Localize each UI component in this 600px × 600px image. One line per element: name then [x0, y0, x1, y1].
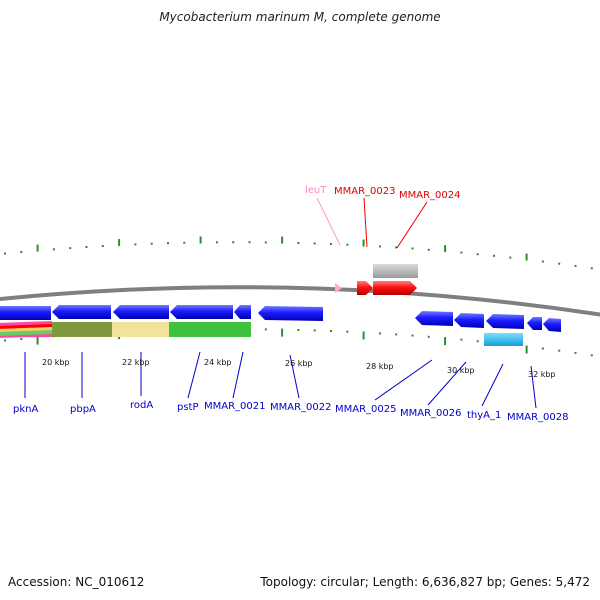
cds-arrow-small-a: [527, 317, 542, 330]
strip-khaki: [112, 322, 169, 337]
scale-label-26kbp: 26 kbp: [285, 359, 313, 368]
cds-arrow-mmar0026: [454, 313, 484, 328]
gene-label-pstp: pstP: [177, 402, 199, 413]
scale-label-22kbp: 22 kbp: [122, 358, 150, 367]
scale-label-28kbp: 28 kbp: [366, 362, 394, 371]
cds-arrow-mmar0023: [357, 281, 373, 295]
cds-arrow-mmar0022: [258, 306, 323, 321]
scale-label-20kbp: 20 kbp: [42, 358, 70, 367]
gene-label-mmar0025: MMAR_0025: [335, 404, 397, 415]
strip-olive: [52, 322, 112, 337]
accession-text: Accession: NC_010612: [8, 575, 145, 589]
scale-label-24kbp: 24 kbp: [204, 358, 232, 367]
cyan-feature: [484, 333, 523, 346]
cds-arrow-thya: [486, 314, 524, 329]
gene-label-mmar0022: MMAR_0022: [270, 402, 332, 413]
scale-label-30kbp: 30 kbp: [447, 366, 475, 375]
grey-feature: [373, 264, 418, 278]
gene-label-thya: thyA_1: [467, 410, 501, 421]
strip-green: [169, 322, 251, 337]
top-leader-lines: [316, 197, 428, 249]
gene-label-mmar0023: MMAR_0023: [334, 186, 396, 197]
gene-label-mmar0024: MMAR_0024: [399, 190, 461, 201]
genome-backbone: [0, 285, 600, 317]
gene-label-roda: rodA: [130, 400, 153, 411]
cds-arrow-mmar0025: [415, 311, 453, 326]
gene-label-pkna: pknA: [13, 404, 38, 415]
gene-label-leut: leuT: [305, 185, 327, 196]
cds-arrow-pbpa: [52, 305, 111, 319]
bottom-leader-lines: [24, 351, 537, 409]
cds-arrow-pstp: [170, 305, 233, 319]
genome-summary-text: Topology: circular; Length: 6,636,827 bp…: [260, 575, 590, 589]
gene-label-pbpa: pbpA: [70, 404, 96, 415]
outer-ticks: [4, 236, 593, 270]
reverse-cds-track: [0, 305, 561, 332]
cds-arrow-mmar0028: [543, 318, 561, 332]
cds-arrow-mmar0021: [234, 305, 251, 319]
gene-label-mmar0026: MMAR_0026: [400, 408, 462, 419]
cds-arrow-mmar0024: [373, 281, 417, 295]
cds-arrow-roda: [113, 305, 169, 319]
feature-strips: [0, 321, 251, 338]
map-title: Mycobacterium marinum M, complete genome: [159, 10, 441, 24]
forward-cds-track: [335, 264, 418, 295]
scale-label-32kbp: 32 kbp: [528, 370, 556, 379]
gene-label-mmar0021: MMAR_0021: [204, 401, 266, 412]
gene-label-mmar0028: MMAR_0028: [507, 412, 569, 423]
trna-leut: [335, 283, 342, 293]
cds-arrow-pkna: [0, 306, 51, 320]
